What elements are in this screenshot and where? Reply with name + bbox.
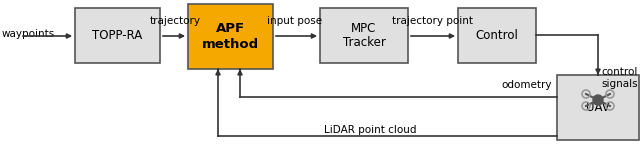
- Text: UAV: UAV: [586, 101, 610, 114]
- Text: TOPP-RA: TOPP-RA: [92, 29, 143, 42]
- FancyBboxPatch shape: [75, 8, 160, 63]
- Text: APF
method: APF method: [202, 22, 259, 50]
- Text: control
signals: control signals: [602, 67, 638, 89]
- FancyBboxPatch shape: [188, 4, 273, 69]
- Text: trajectory: trajectory: [150, 16, 200, 26]
- Text: MPC
Tracker: MPC Tracker: [342, 21, 385, 50]
- Text: waypoints: waypoints: [2, 29, 55, 39]
- Text: input pose: input pose: [268, 16, 323, 26]
- Text: trajectory point: trajectory point: [392, 16, 474, 26]
- Text: odometry: odometry: [502, 80, 552, 90]
- FancyBboxPatch shape: [458, 8, 536, 63]
- Circle shape: [593, 95, 603, 105]
- Text: LiDAR point cloud: LiDAR point cloud: [324, 125, 416, 135]
- FancyBboxPatch shape: [557, 75, 639, 140]
- Text: Control: Control: [476, 29, 518, 42]
- FancyBboxPatch shape: [320, 8, 408, 63]
